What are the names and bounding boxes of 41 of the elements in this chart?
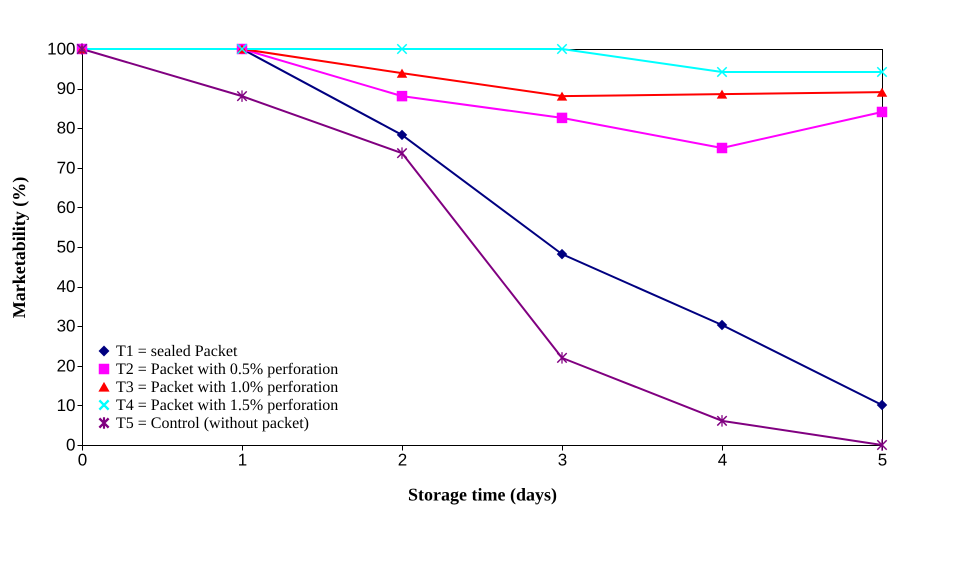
point	[396, 90, 408, 102]
point	[716, 90, 728, 99]
point	[716, 320, 728, 330]
point	[396, 130, 408, 140]
y-tick-label: 80	[56, 118, 76, 138]
y-axis-title: Marketability (%)	[9, 176, 30, 318]
legend-label: T4 = Packet with 1.5% perforation	[116, 397, 338, 414]
y-tick-label: 90	[56, 79, 76, 98]
y-tick-label: 30	[56, 316, 76, 336]
point	[876, 400, 888, 410]
legend-label: T5 = Control (without packet)	[116, 415, 309, 432]
point	[396, 44, 408, 54]
y-tick-label: 100	[47, 40, 76, 58]
point	[876, 88, 888, 97]
x-tick-label: 3	[558, 450, 568, 470]
y-tick-label: 60	[56, 198, 76, 217]
x-tick-label: 2	[398, 450, 408, 470]
y-tick-label: 10	[56, 396, 76, 415]
point	[716, 66, 728, 78]
x-axis-title: Storage time (days)	[408, 484, 557, 504]
x-tick-label: 5	[878, 450, 888, 470]
legend-label: T3 = Packet with 1.0% perforation	[116, 379, 338, 396]
point	[716, 142, 728, 154]
legend-label: T2 = Packet with 0.5% perforation	[116, 361, 338, 378]
legend-label: T1 = sealed Packet	[116, 343, 238, 360]
x-tick-label: 1	[238, 450, 248, 470]
point	[556, 248, 568, 260]
point	[876, 66, 888, 78]
point	[556, 44, 568, 54]
y-tick-label: 50	[56, 238, 76, 256]
y-tick-label: 0	[66, 436, 76, 454]
y-tick-label: 20	[56, 356, 76, 376]
y-tick-label: 40	[56, 277, 76, 296]
point	[556, 112, 568, 124]
point	[876, 439, 888, 451]
point	[876, 106, 888, 118]
point	[396, 68, 408, 78]
point	[556, 92, 568, 101]
x-tick-label: 0	[78, 450, 88, 470]
x-tick-label: 4	[718, 450, 728, 470]
y-tick-label: 70	[56, 158, 76, 178]
